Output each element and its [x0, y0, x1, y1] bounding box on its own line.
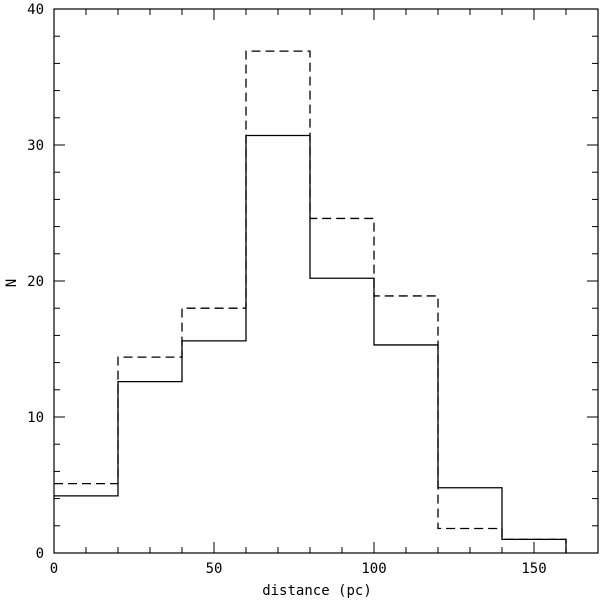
- histogram-series-dashed: [54, 50, 567, 553]
- y-tick-label: 20: [27, 274, 44, 290]
- x-tick-label: 50: [206, 561, 223, 577]
- axis-ticks: [53, 8, 599, 554]
- histogram-step-line: [54, 50, 567, 553]
- histogram-step-line: [54, 134, 567, 553]
- x-tick-label: 100: [361, 561, 386, 577]
- y-tick-label: 40: [27, 2, 44, 18]
- y-tick-label: 0: [36, 546, 44, 562]
- x-tick-label: 150: [521, 561, 546, 577]
- x-tick-label: 0: [50, 561, 58, 577]
- y-tick-label: 30: [27, 138, 44, 154]
- x-axis-label: distance (pc): [262, 583, 372, 599]
- tick-labels: 0 50 100 150 0 10 20 30 40: [27, 2, 547, 577]
- histogram-series-solid: [54, 134, 567, 553]
- series-layer: [54, 50, 567, 553]
- y-axis-label: N: [4, 279, 20, 287]
- y-tick-label: 10: [27, 410, 44, 426]
